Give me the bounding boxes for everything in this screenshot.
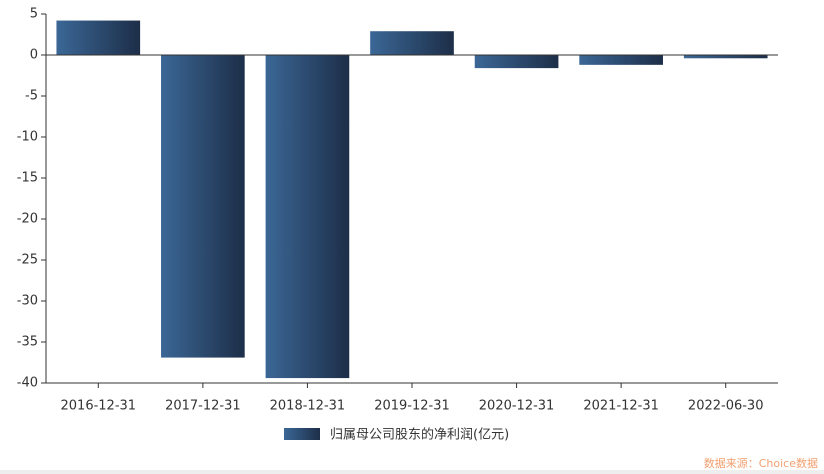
bar: [370, 31, 454, 55]
x-tick-label: 2019-12-31: [374, 399, 450, 414]
y-tick-label: -20: [17, 212, 38, 227]
x-tick-label: 2016-12-31: [61, 399, 137, 414]
y-tick-label: -10: [17, 130, 38, 145]
y-tick-label: -25: [17, 253, 38, 268]
y-tick-label: -30: [17, 294, 38, 309]
y-tick-label: -5: [25, 89, 38, 104]
bottom-strip: [0, 470, 824, 474]
bar: [474, 55, 559, 69]
x-tick-label: 2020-12-31: [479, 399, 555, 414]
bar: [161, 55, 245, 358]
bar: [683, 55, 768, 59]
y-tick-label: -40: [17, 376, 38, 391]
bar: [265, 55, 350, 379]
bar: [579, 55, 663, 65]
y-tick-label: -15: [17, 171, 38, 186]
x-tick-label: 2022-06-30: [688, 399, 764, 414]
legend-swatch: [284, 428, 320, 440]
source-note: 数据来源：Choice数据: [704, 456, 818, 470]
bar: [56, 20, 141, 56]
y-tick-label: 0: [30, 48, 38, 63]
legend-label: 归属母公司股东的净利润(亿元): [330, 427, 509, 443]
y-tick-label: 5: [30, 7, 38, 22]
y-tick-label: -35: [17, 335, 38, 350]
x-tick-label: 2018-12-31: [270, 399, 346, 414]
x-tick-label: 2017-12-31: [165, 399, 241, 414]
x-tick-label: 2021-12-31: [583, 399, 659, 414]
